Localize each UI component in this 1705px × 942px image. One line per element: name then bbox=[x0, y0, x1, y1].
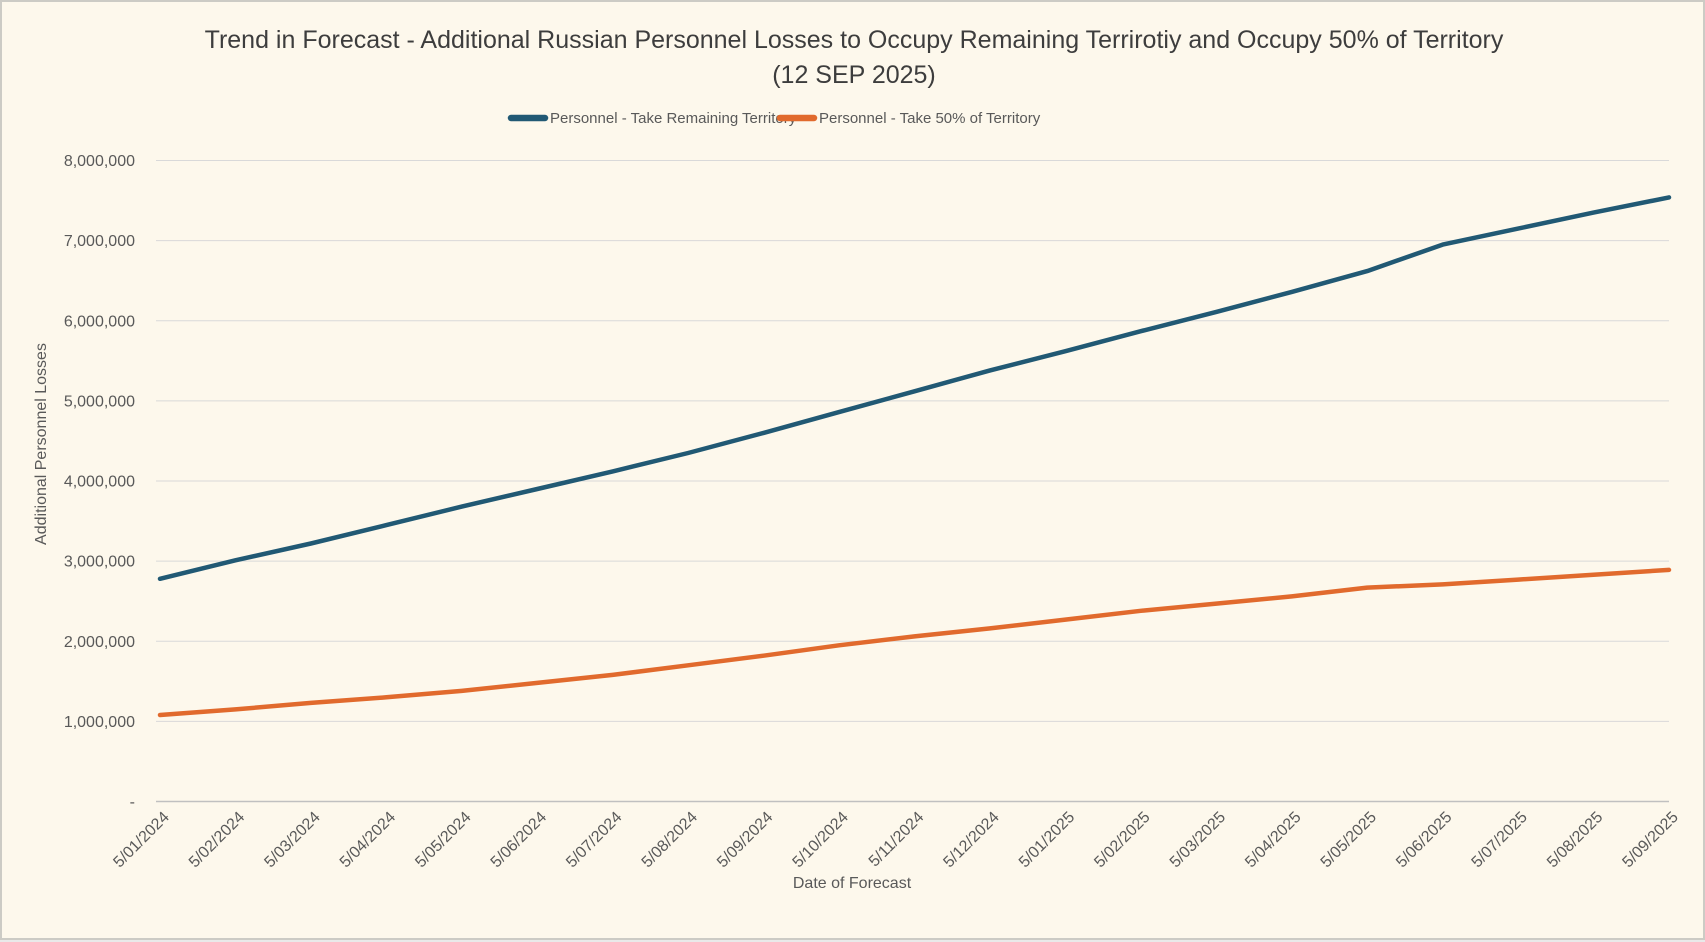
chart-title-line1: Trend in Forecast - Additional Russian P… bbox=[205, 26, 1504, 54]
x-tick-label: 5/10/2024 bbox=[790, 809, 852, 871]
y-tick-label: 4,000,000 bbox=[64, 474, 135, 491]
x-tick-label: 5/07/2025 bbox=[1469, 809, 1531, 871]
x-tick-label: 5/01/2025 bbox=[1016, 809, 1078, 871]
x-tick-label: 5/04/2025 bbox=[1242, 809, 1304, 871]
x-tick-label: 5/03/2024 bbox=[261, 809, 323, 871]
x-tick-label: 5/02/2024 bbox=[186, 809, 248, 871]
x-tick-label: 5/07/2024 bbox=[563, 809, 625, 871]
chart-title-line2: (12 SEP 2025) bbox=[772, 61, 936, 89]
legend-label-take-50pct-territory: Personnel - Take 50% of Territory bbox=[819, 110, 1041, 127]
x-tick-label: 5/06/2025 bbox=[1393, 809, 1455, 871]
x-tick-label: 5/04/2024 bbox=[337, 809, 399, 871]
x-tick-label: 5/01/2024 bbox=[110, 809, 172, 871]
x-axis-tick-labels: 5/01/2024 5/02/2024 5/03/2024 5/04/2024 5/05… bbox=[110, 809, 1681, 871]
x-axis-title: Date of Forecast bbox=[793, 875, 912, 892]
y-tick-label: 2,000,000 bbox=[64, 634, 135, 651]
legend: Personnel - Take Remaining Territory Per… bbox=[507, 110, 1041, 127]
legend-label-take-remaining-territory: Personnel - Take Remaining Territory bbox=[550, 110, 797, 127]
x-tick-label: 5/05/2025 bbox=[1318, 809, 1380, 871]
series-line-0 bbox=[157, 195, 1672, 582]
x-tick-label: 5/05/2024 bbox=[412, 809, 474, 871]
y-tick-label: 7,000,000 bbox=[64, 233, 135, 250]
y-tick-label: 1,000,000 bbox=[64, 714, 135, 731]
y-tick-label: 3,000,000 bbox=[64, 554, 135, 571]
x-tick-label: 5/09/2024 bbox=[714, 809, 776, 871]
series-lines-layer bbox=[157, 195, 1672, 718]
y-tick-label: 5,000,000 bbox=[64, 393, 135, 410]
y-axis-tick-labels: - 1,000,000 2,000,000 3,000,000 4,000,000 5,0… bbox=[64, 153, 135, 811]
x-tick-label: 5/09/2025 bbox=[1619, 809, 1681, 871]
x-tick-label: 5/08/2025 bbox=[1544, 809, 1606, 871]
gridlines-layer bbox=[156, 160, 1669, 803]
y-tick-label: 8,000,000 bbox=[64, 153, 135, 170]
x-tick-label: 5/12/2024 bbox=[940, 809, 1002, 871]
x-tick-label: 5/06/2024 bbox=[488, 809, 550, 871]
x-tick-label: 5/11/2024 bbox=[866, 809, 928, 871]
x-tick-label: 5/03/2025 bbox=[1167, 809, 1229, 871]
y-tick-label: 6,000,000 bbox=[64, 313, 135, 330]
x-tick-label: 5/02/2025 bbox=[1091, 809, 1153, 871]
series-line-1 bbox=[157, 567, 1672, 718]
y-tick-label: - bbox=[130, 794, 135, 811]
x-tick-label: 5/08/2024 bbox=[639, 809, 701, 871]
y-axis-title: Additional Personnel Losses bbox=[33, 343, 50, 545]
